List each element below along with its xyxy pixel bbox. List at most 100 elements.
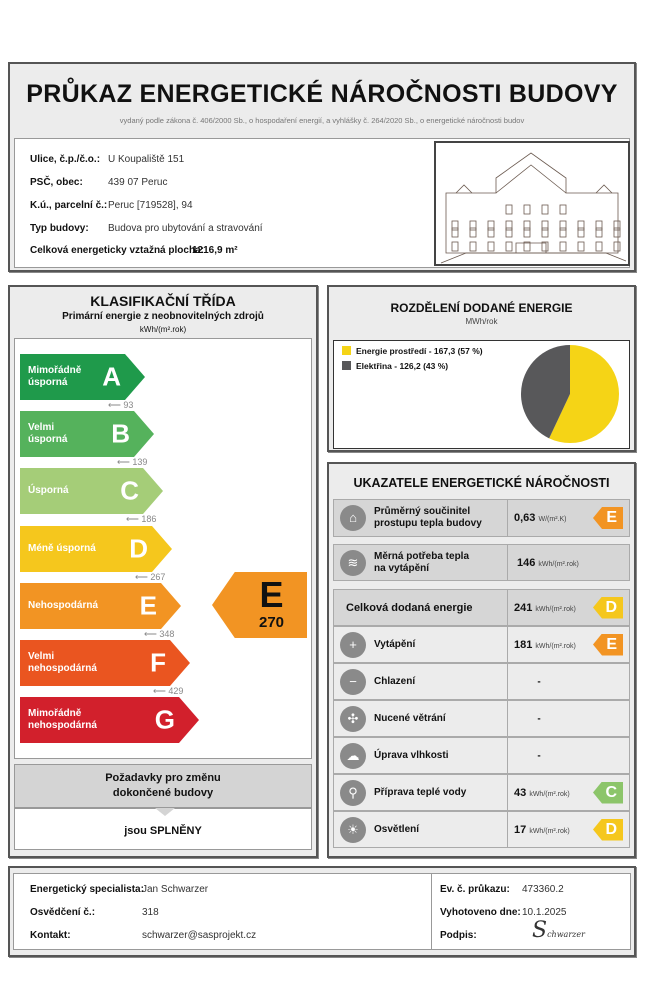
class-bar-g: Mimořádně nehospodárná G [20,697,199,743]
indicator-row: ☀ Osvětlení 17 kWh/(m².rok) D [333,811,630,848]
threshold-value: 93 [123,400,134,410]
threshold-value: 139 [132,457,148,467]
indicator-unit: W/(m².K) [538,516,567,523]
indicator-name: Osvětlení [374,823,420,835]
indicator-name: Celková dodaná energie [346,601,473,614]
heating-thermometer-icon: + [340,631,366,658]
indicators-title: UKAZATELE ENERGETICKÉ NÁROČNOSTI [353,476,610,490]
class-threshold: ⟵ 267 [135,572,165,583]
class-threshold: ⟵ 429 [153,686,183,697]
class-name: Úsporná [28,485,69,496]
info-label: PSČ, obec: [30,177,83,188]
footer-label: Osvědčení č.: [30,907,96,918]
class-bar-f: Velmi nehospodárná F [20,640,190,686]
legend-item: Energie prostředí - 167,3 (57 %) [342,346,483,361]
class-name: Mimořádně úsporná [28,365,82,388]
area-label: Celková energeticky vztažná plocha: [30,245,204,256]
indicator-value: - [537,750,541,761]
class-bar-a: Mimořádně úsporná A [20,354,145,400]
class-letter: F [150,647,166,678]
indicator-name: Průměrný součinitel prostupu tepla budov… [374,506,482,529]
threshold-value: 267 [150,572,166,582]
class-badge: E [593,507,623,529]
indicator-value: - [537,676,541,687]
indicator-row: ⌂ Průměrný součinitel prostupu tepla budo… [333,499,630,537]
threshold-value: 348 [159,629,175,639]
indicator-value-wrap: 0,63 W/(m².K) [514,512,566,524]
classification-title: KLASIFIKAČNÍ TŘÍDA [90,293,236,309]
light-bulb-icon: ☀ [340,816,366,843]
indicator-row: ✣ Nucené větrání - [333,700,630,737]
cooling-thermometer-icon: − [340,668,366,695]
rating-letter: E [259,574,284,615]
requirements-title: Požadavky pro změnu dokončené budovy [105,772,221,799]
class-letter: C [120,475,139,506]
footer-box [13,873,631,950]
energy-split-title: ROZDĚLENÍ DODANÉ ENERGIE [390,301,573,315]
footer-divider [431,873,432,950]
info-value: Budova pro ubytování a stravování [108,223,263,234]
footer-label: Energetický specialista: [30,884,144,895]
threshold-value: 186 [141,514,157,524]
pie-slice [521,345,570,439]
indicator-name: Nucené větrání [374,712,446,724]
house-icon: ⌂ [340,505,366,531]
class-threshold: ⟵ 186 [126,514,156,525]
arrow-left-icon: ⟵ [153,686,169,696]
indicator-value-wrap: 241 kWh/(m².rok) [514,602,576,614]
indicator-row: ≋ Měrná potřeba tepla na vytápění 146 kWh/… [333,544,630,581]
arrow-left-icon: ⟵ [108,400,124,410]
class-badge: E [593,633,623,656]
humidity-icon: ☁ [340,742,366,769]
class-bar-c: Úsporná C [20,468,163,514]
class-letter: A [102,361,121,392]
indicator-row: ☁ Úprava vlhkosti - [333,737,630,774]
arrow-left-icon: ⟵ [117,457,133,467]
indicator-value: 146 [517,556,536,569]
indicator-name: Příprava teplé vody [374,786,467,798]
indicator-value-wrap: 43 kWh/(m².rok) [514,787,570,799]
info-label: Ulice, č.p./č.o.: [30,154,101,165]
indicator-label-cell: + Vytápění [334,627,508,662]
arrow-left-icon: ⟵ [126,514,142,524]
indicator-value: 241 [514,601,533,614]
indicator-label-cell: ⌂ Průměrný součinitel prostupu tepla budo… [334,500,508,536]
class-letter: G [154,704,175,735]
indicator-label-cell: ≋ Měrná potřeba tepla na vytápění [334,545,508,580]
class-name: Velmi nehospodárná [28,651,97,674]
indicator-value: 181 [514,638,533,651]
class-badge: D [593,596,623,619]
indicator-label-cell: − Chlazení [334,664,508,699]
energy-split-unit: MWh/rok [465,317,498,326]
indicator-label-cell: ☁ Úprava vlhkosti [334,738,508,773]
pie-slice [549,345,619,443]
info-value: 439 07 Peruc [108,177,168,188]
footer-value: 10.1.2025 [522,907,567,918]
indicator-value: - [537,713,541,724]
area-value: 1216,9 m² [192,245,238,256]
class-threshold: ⟵ 139 [117,457,147,468]
rating-value: 270 [258,614,285,631]
requirements-header: Požadavky pro změnu dokončené budovy [14,764,312,808]
footer-value: 318 [142,907,159,918]
footer-label: Kontakt: [30,930,71,941]
indicator-name: Vytápění [374,638,416,650]
indicator-unit: kWh/(m².rok) [535,605,576,613]
page-subtitle: vydaný podle zákona č. 406/2000 Sb., o h… [119,116,525,125]
indicator-row: − Chlazení - [333,663,630,700]
legend-item: Elektřina - 126,2 (43 %) [342,361,483,371]
legend-label: Elektřina - 126,2 (43 %) [356,361,449,371]
classification-unit: kWh/(m².rok) [139,325,187,334]
legend-swatch [342,361,351,370]
pointer-arrow [155,808,175,816]
pie-chart [521,345,619,443]
requirements-result: jsou SPLNĚNY [124,825,202,837]
footer-label: Podpis: [440,930,477,941]
requirements-result-box: jsou SPLNĚNY [14,808,312,850]
indicator-label-cell: ☀ Osvětlení [334,812,508,847]
indicator-label-cell: ✣ Nucené větrání [334,701,508,736]
footer-value: Jan Schwarzer [142,884,209,895]
footer-value: schwarzer@sasprojekt.cz [142,930,257,941]
arrow-left-icon: ⟵ [144,629,160,639]
indicator-label-cell: ⚲ Příprava teplé vody [334,775,508,810]
